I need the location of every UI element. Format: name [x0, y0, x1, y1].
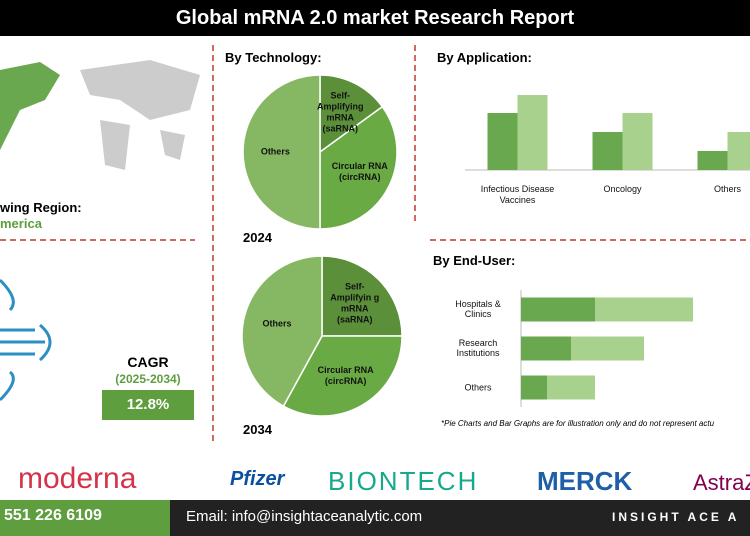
slice-label: Others — [260, 146, 290, 157]
vaccine-icon — [0, 278, 52, 402]
logo-pfizer: Pfizer — [230, 468, 285, 490]
pie-year: 2034 — [243, 422, 272, 437]
bar-segment — [521, 375, 547, 400]
pie-slice — [319, 105, 398, 230]
cagr-period: (2025-2034) — [115, 372, 181, 386]
bar-segment — [521, 297, 595, 322]
region-value: merica — [0, 216, 42, 231]
phone-box — [0, 500, 170, 536]
chart-title: By Application: — [437, 50, 532, 65]
slice-label: Circular RNA (circRNA) — [331, 161, 388, 183]
logo-astrazeneca: AstraZ — [693, 470, 750, 495]
x-tick-label: Oncology — [603, 184, 642, 194]
slice-label: Circular RNA (circRNA) — [317, 365, 374, 386]
region-label: wing Region: — [0, 200, 82, 215]
pie-slice — [282, 335, 403, 417]
y-tick-label: Hospitals & Clinics — [455, 298, 501, 320]
y-tick-label: Research Institutions — [456, 337, 500, 359]
pie-year: 2024 — [243, 230, 272, 245]
title-bar — [0, 0, 750, 36]
bar-segment — [595, 297, 693, 322]
logo-biontech: BIONTECH — [328, 466, 479, 496]
x-tick-label: Infectious Disease Vaccines — [480, 184, 555, 205]
y-tick-label: Others — [464, 382, 492, 393]
pie-slice — [321, 255, 403, 337]
bar — [622, 113, 653, 170]
chart-title: By End-User: — [433, 253, 516, 268]
bar-segment — [521, 336, 571, 361]
bar — [487, 113, 518, 170]
slice-label: Self-Amplifyin g mRNA (saRNA) — [330, 281, 380, 324]
phone: 551 226 6109 — [4, 507, 102, 524]
dividers — [0, 45, 750, 445]
slice-label: Self-Amplifying mRNA (saRNA) — [317, 90, 364, 133]
cagr-box — [102, 390, 194, 420]
note: *Pie Charts and Bar Graphs are for illus… — [441, 419, 715, 428]
pie-slice — [241, 255, 323, 408]
slice-label: Others — [262, 319, 292, 330]
bar — [697, 151, 728, 170]
pie-slice — [242, 74, 321, 230]
bar-segment — [571, 336, 644, 361]
bar — [592, 132, 623, 170]
world-map — [0, 60, 200, 170]
bar — [727, 132, 750, 170]
cagr-label: CAGR — [127, 354, 169, 370]
bar — [517, 95, 548, 170]
title: Global mRNA 2.0 market Research Report — [175, 7, 575, 29]
chart-title: By Technology: — [225, 50, 322, 65]
bar-segment — [547, 375, 595, 400]
x-tick-label: Others — [713, 184, 741, 194]
cagr-value: 12.8% — [126, 396, 170, 413]
logo-moderna: moderna — [18, 462, 137, 495]
brand: INSIGHT ACE A — [612, 510, 740, 524]
logo-merck: MERCK — [537, 466, 633, 496]
email: Email: info@insightaceanalytic.com — [186, 508, 423, 525]
pie-slice — [319, 74, 384, 154]
